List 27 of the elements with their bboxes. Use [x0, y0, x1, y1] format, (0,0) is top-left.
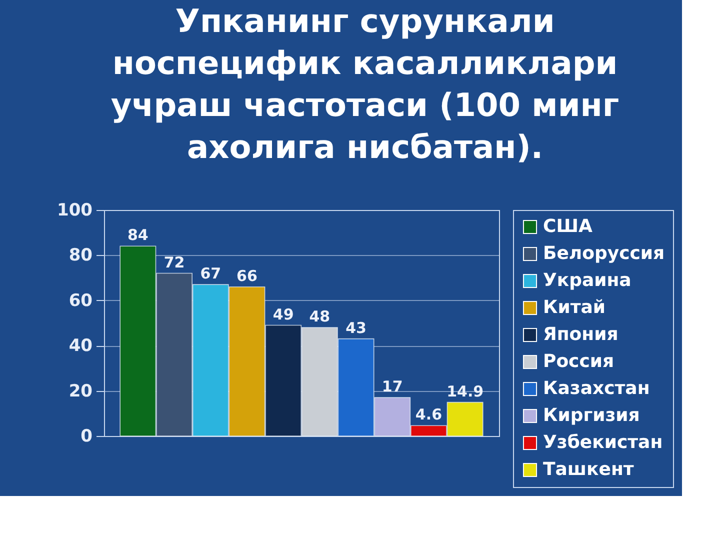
data-label: 4.6 — [415, 406, 442, 424]
legend-label: Украина — [543, 270, 632, 291]
legend-label: Белоруссия — [543, 243, 665, 264]
legend-label: Узбекистан — [543, 432, 663, 453]
legend-label: Китай — [543, 297, 606, 318]
data-label: 14.9 — [446, 382, 484, 400]
data-label: 49 — [272, 305, 294, 324]
y-tick-label: 60 — [68, 290, 93, 311]
y-tick-label: 40 — [68, 336, 93, 356]
data-label: 66 — [236, 266, 258, 285]
data-label: 17 — [382, 378, 403, 396]
data-label: 67 — [200, 264, 222, 283]
legend-label: Киргизия — [543, 405, 640, 426]
data-label: 48 — [309, 308, 330, 326]
y-tick-label: 20 — [68, 381, 93, 402]
data-label: 84 — [127, 226, 148, 244]
y-tick-label: 0 — [80, 426, 93, 446]
legend-label: Ташкент — [543, 459, 634, 480]
legend-label: Россия — [543, 351, 614, 372]
data-label: 72 — [164, 253, 185, 272]
y-tick-label: 80 — [68, 246, 93, 266]
data-label: 43 — [346, 318, 366, 337]
y-tick-label: 100 — [57, 200, 93, 220]
legend-label: Япония — [543, 324, 618, 345]
chart-title: Упканинг сурункали носпецифик касалликлари учраш частотаси (100 минг ахолига нисбатан). — [110, 2, 620, 166]
legend-label: США — [543, 216, 592, 237]
legend-label: Казахстан — [543, 378, 650, 399]
